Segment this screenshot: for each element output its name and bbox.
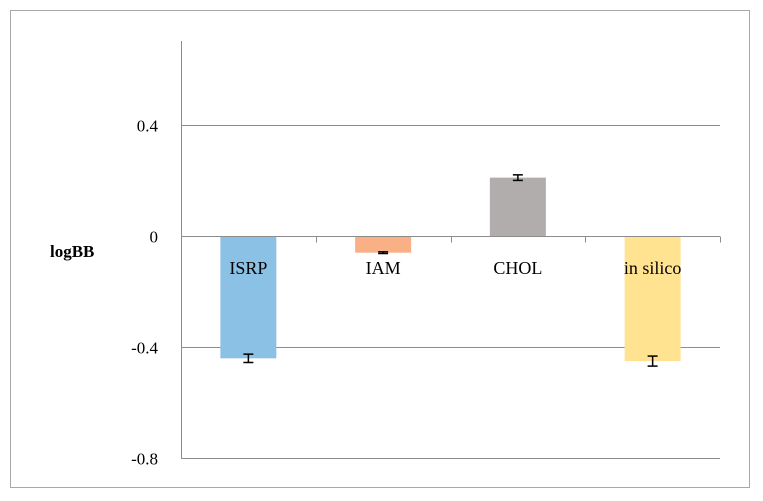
bar <box>220 236 277 359</box>
labels: -0.8 -0.4 0 0.4 ISRP IAM CHOL in silico <box>131 117 681 469</box>
error-bars <box>243 174 658 367</box>
y-tick-label: 0 <box>150 228 159 247</box>
y-tick-label: -0.4 <box>131 339 158 358</box>
bar <box>355 236 412 253</box>
y-axis-title: logBB <box>50 242 94 261</box>
category-label: IAM <box>366 258 401 278</box>
bar <box>624 236 681 362</box>
y-tick-label: -0.8 <box>131 450 158 469</box>
axes <box>181 41 721 459</box>
bar <box>489 177 546 236</box>
bars <box>220 177 681 362</box>
y-tick-label: 0.4 <box>137 117 159 136</box>
category-label: CHOL <box>493 258 542 278</box>
category-label: in silico <box>624 258 682 278</box>
category-label: ISRP <box>229 258 267 278</box>
